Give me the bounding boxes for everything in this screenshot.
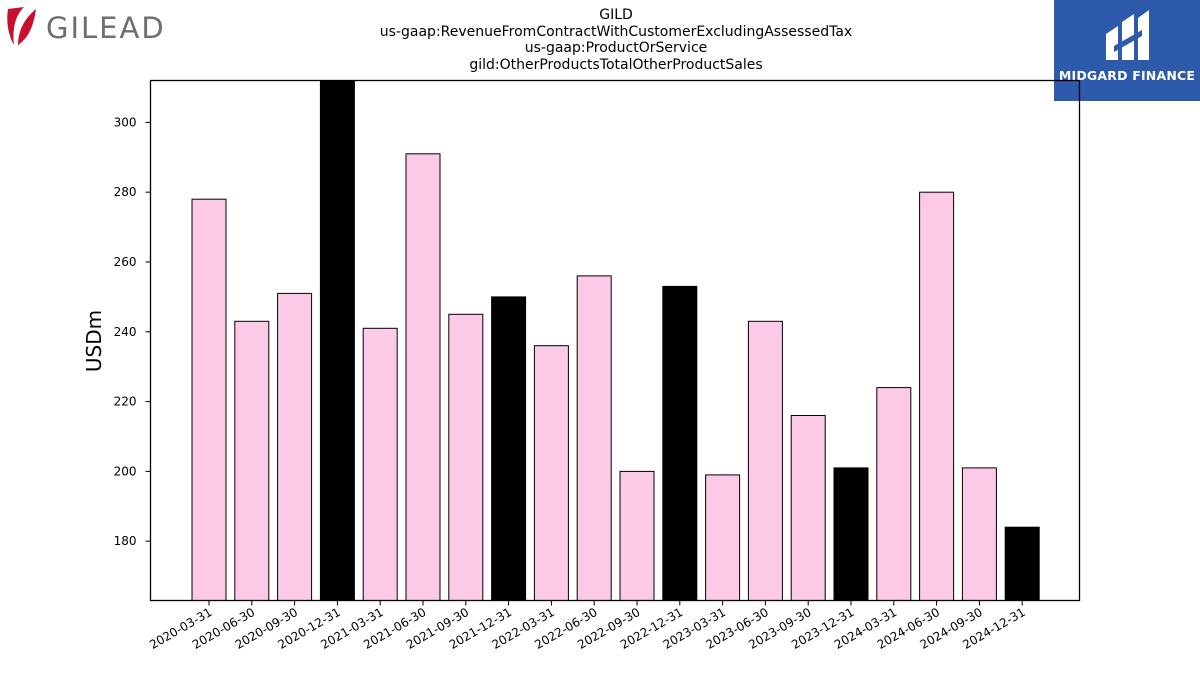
bar-2021-09-30	[448, 313, 484, 601]
bar-2024-06-30	[919, 191, 955, 601]
gilead-logo-text: GILEAD	[46, 11, 166, 45]
bar-2020-12-31	[319, 80, 355, 601]
title-ticker: GILD	[599, 7, 633, 23]
gilead-logo: GILEAD	[6, 5, 166, 50]
y-tick-label-280: 280	[114, 185, 137, 199]
bar-2021-03-31	[362, 327, 398, 601]
title-concept: us-gaap:RevenueFromContractWithCustomerE…	[379, 23, 853, 40]
bars-group	[191, 80, 1040, 602]
bar-2024-03-31	[876, 387, 912, 601]
bar-2023-03-31	[705, 474, 741, 601]
y-tick-label-300: 300	[114, 115, 137, 129]
bar-2024-12-31	[1004, 526, 1040, 602]
bar-2023-06-30	[747, 320, 783, 601]
bar-2023-09-30	[790, 415, 826, 601]
x-axis: 2020-03-312020-06-302020-09-302020-12-31…	[147, 600, 1028, 652]
bar-2022-06-30	[576, 275, 612, 601]
midgard-m-icon	[1106, 10, 1149, 60]
y-tick-label-240: 240	[114, 325, 137, 339]
bar-2022-12-31	[662, 285, 698, 601]
y-tick-label-200: 200	[114, 464, 137, 478]
y-axis-label: USDm	[82, 310, 106, 372]
bar-2020-09-30	[277, 292, 313, 601]
chart-title: GILD us-gaap:RevenueFromContractWithCust…	[0, 7, 1200, 73]
bar-2024-09-30	[961, 467, 997, 601]
y-tick-label-220: 220	[114, 395, 137, 409]
bar-2020-03-31	[191, 198, 227, 601]
bar-2023-12-31	[833, 467, 869, 601]
title-axis: us-gaap:ProductOrService	[524, 40, 708, 56]
midgard-logo-text: MIDGARD FINANCE	[1058, 68, 1196, 83]
bar-2021-12-31	[491, 296, 527, 601]
bar-2020-06-30	[234, 320, 270, 601]
plot-frame	[149, 79, 1081, 602]
y-tick-label-260: 260	[114, 255, 137, 269]
midgard-finance-logo: MIDGARD FINANCE	[1054, 0, 1200, 101]
bar-2021-06-30	[405, 153, 441, 602]
bar-2022-03-31	[533, 345, 569, 602]
gilead-leaf-icon	[7, 7, 36, 46]
title-member: gild:OtherProductsTotalOtherProductSales	[469, 56, 763, 73]
bar-2022-09-30	[619, 470, 655, 601]
y-axis: 180 200 220 240 260 280 300	[114, 115, 151, 548]
y-tick-label-180: 180	[114, 534, 137, 548]
